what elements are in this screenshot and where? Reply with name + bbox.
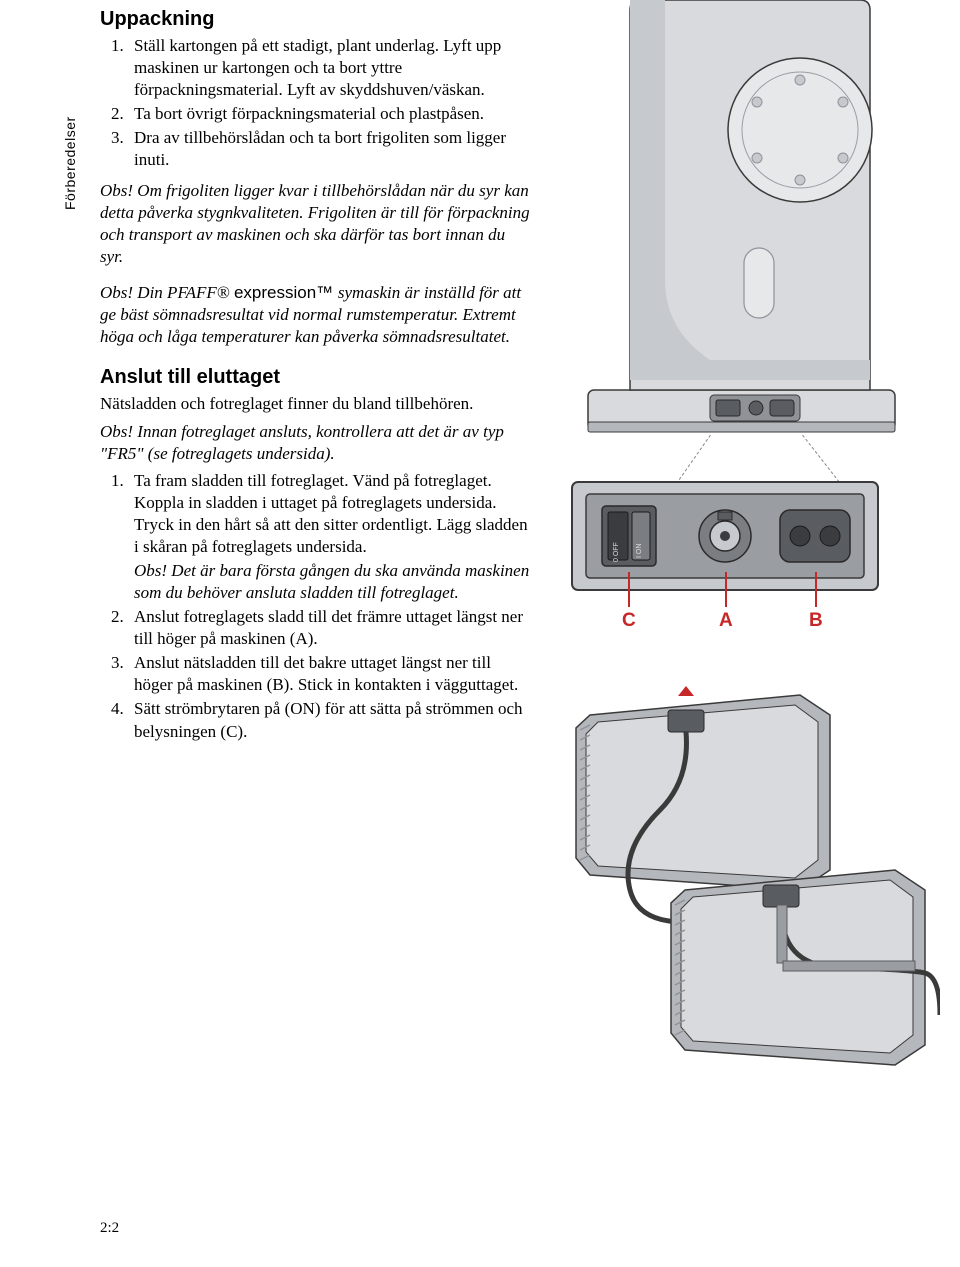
note-text: Obs! Om frigoliten ligger kvar i tillbeh… <box>100 180 530 268</box>
sidebar-tab: Förberedelser <box>62 116 78 210</box>
anslut-list: Ta fram sladden till fotreglaget. Vänd p… <box>100 470 530 743</box>
svg-text:0 OFF: 0 OFF <box>613 542 620 562</box>
figure-foot-pedals <box>570 680 940 1080</box>
list-item: Ta bort övrigt förpackningsmaterial och … <box>128 103 530 125</box>
list-item: Dra av tillbehörslådan och ta bort frigo… <box>128 127 530 171</box>
inner-note: Obs! Det är bara första gången du ska an… <box>134 560 530 604</box>
list-item: Ställ kartongen på ett stadigt, plant un… <box>128 35 530 101</box>
label-a: A <box>719 610 733 632</box>
heading-uppackning: Uppackning <box>100 8 530 31</box>
figures-column: 0 OFF I ON C A B <box>570 0 940 1080</box>
machine-side-svg <box>570 0 915 450</box>
list-item: Sätt strömbrytaren på (ON) för att sätta… <box>128 698 530 742</box>
section-anslut: Anslut till eluttaget Nätsladden och fot… <box>100 366 530 742</box>
note-text: Obs! Innan fotreglaget ansluts, kontroll… <box>100 421 530 465</box>
svg-text:I ON: I ON <box>636 544 643 558</box>
label-c: C <box>622 610 636 632</box>
note-text: Obs! Din PFAFF® expression™ symaskin är … <box>100 282 530 348</box>
label-b: B <box>809 610 823 632</box>
heading-anslut: Anslut till eluttaget <box>100 366 530 389</box>
uppackning-list: Ställ kartongen på ett stadigt, plant un… <box>100 35 530 172</box>
figure-connector-panel: 0 OFF I ON C A B <box>570 480 940 660</box>
page-number: 2:2 <box>100 1220 119 1237</box>
section-uppackning: Uppackning Ställ kartongen på ett stadig… <box>100 8 530 348</box>
list-item: Anslut nätsladden till det bakre uttaget… <box>128 652 530 696</box>
label-indicator-line <box>815 572 817 607</box>
figure-machine-side <box>570 0 915 450</box>
label-indicator-line <box>725 572 727 607</box>
foot-pedals-svg <box>570 680 940 1080</box>
intro-text: Nätsladden och fotreglaget finner du bla… <box>100 393 530 415</box>
label-indicator-line <box>628 572 630 607</box>
text-column: Uppackning Ställ kartongen på ett stadig… <box>100 8 530 761</box>
list-item: Anslut fotreglagets sladd till det främr… <box>128 606 530 650</box>
list-item: Ta fram sladden till fotreglaget. Vänd p… <box>128 470 530 605</box>
